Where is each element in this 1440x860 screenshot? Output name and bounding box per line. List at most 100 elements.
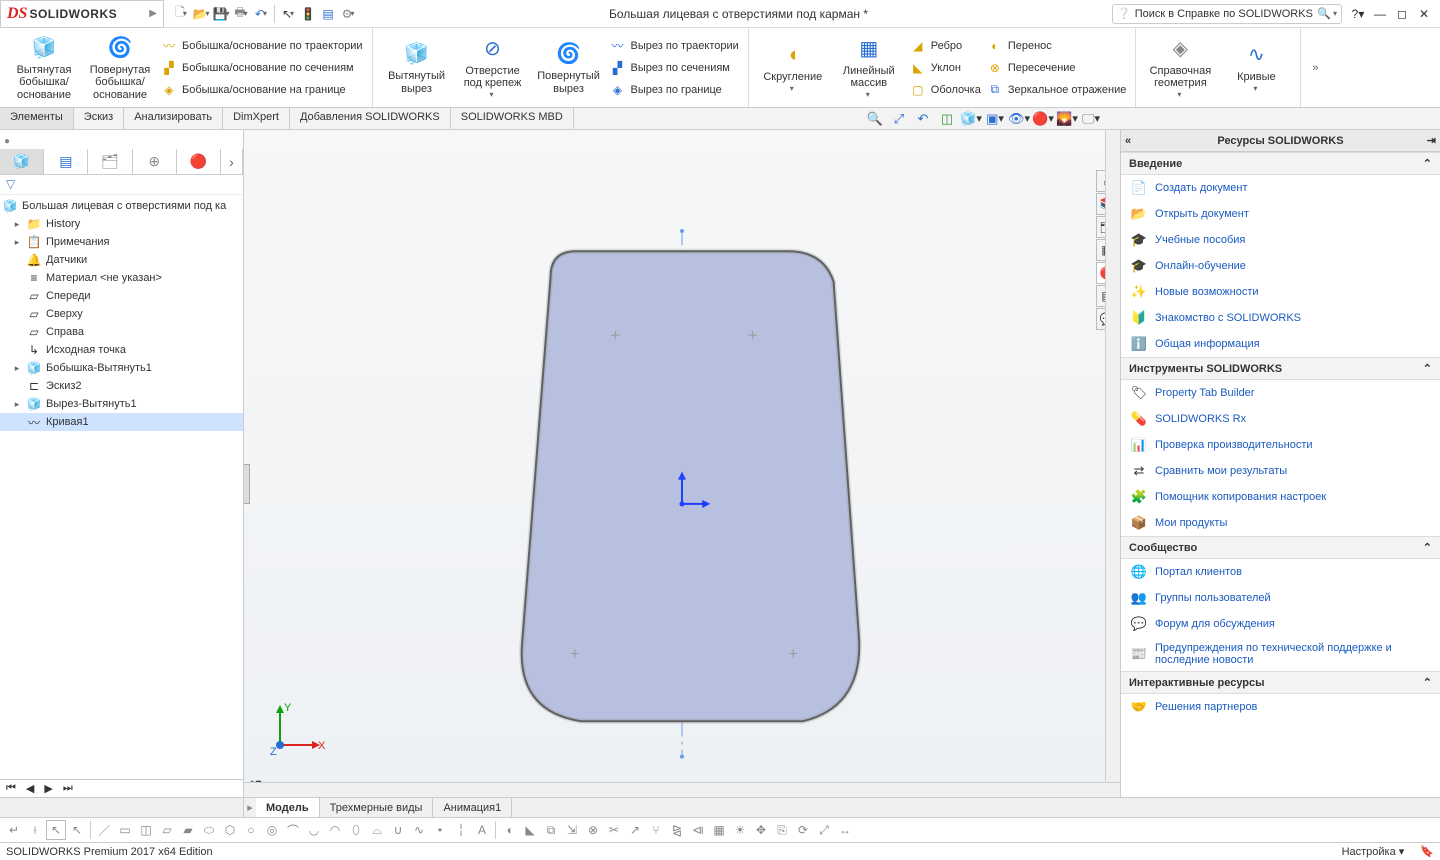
taskpane-item[interactable]: 🔰Знакомство с SOLIDWORKS	[1121, 305, 1440, 331]
taskpane-section-header[interactable]: Интерактивные ресурсы⌃	[1121, 671, 1440, 694]
taskpane-item[interactable]: ✨Новые возможности	[1121, 279, 1440, 305]
sk-dynamic-mirror[interactable]: ⧏	[688, 820, 708, 840]
taskpane-item[interactable]: 💬Форум для обсуждения	[1121, 611, 1440, 637]
extruded-cut-button[interactable]: 🧊Вытянутый вырез	[379, 30, 455, 105]
swept-boss-button[interactable]: 〰Бобышка/основание по траектории	[158, 37, 366, 55]
boundary-boss-button[interactable]: ◈Бобышка/основание на границе	[158, 81, 366, 99]
curves-button[interactable]: ∿Кривые▾	[1218, 30, 1294, 105]
help-dropdown-button[interactable]: ?▾	[1350, 7, 1366, 21]
view-tab-motion[interactable]: Анимация1	[433, 798, 512, 817]
tab-sketch[interactable]: Эскиз	[74, 108, 124, 129]
sk-rotate[interactable]: ⟳	[793, 820, 813, 840]
view-tab-model[interactable]: Модель	[256, 798, 320, 817]
tree-item[interactable]: ▸🧊Вырез-Вытянуть1	[0, 395, 243, 413]
intersect-button[interactable]: ⊗Пересечение	[984, 59, 1130, 77]
tab-mbd[interactable]: SOLIDWORKS MBD	[451, 108, 574, 129]
app-menu-button[interactable]: DS SOLIDWORKS ▶	[0, 0, 164, 28]
sk-3pt-arc[interactable]: ◠	[325, 820, 345, 840]
sk-mirror[interactable]: ⧎	[667, 820, 687, 840]
qat-rebuild-button[interactable]: 🚦	[299, 5, 317, 23]
shell-button[interactable]: ▢Оболочка	[907, 81, 984, 99]
fm-tab-display[interactable]: 🔴	[177, 149, 221, 174]
sk-convert[interactable]: ⇲	[562, 820, 582, 840]
tree-item[interactable]: ⊏Эскиз2	[0, 377, 243, 395]
fm-nav-next[interactable]: ▶	[44, 782, 52, 795]
viewport-scrollbar-h[interactable]	[244, 782, 1120, 797]
hud-appearance-button[interactable]: 🔴▾	[1034, 110, 1052, 128]
boundary-cut-button[interactable]: ◈Вырез по границе	[607, 81, 742, 99]
sk-cursor[interactable]: ↖	[67, 820, 87, 840]
tree-expander-icon[interactable]: ▸	[12, 363, 22, 374]
taskpane-item[interactable]: 📦Мои продукты	[1121, 510, 1440, 536]
sk-scale[interactable]: ⤢	[814, 820, 834, 840]
fm-nav-prev[interactable]: ◀	[26, 782, 34, 795]
fm-tab-more[interactable]: ›	[221, 149, 243, 174]
sk-point[interactable]: •	[430, 820, 450, 840]
qat-print-button[interactable]: 🖶▾	[232, 5, 250, 23]
hud-prev-view-button[interactable]: ↶	[914, 110, 932, 128]
tree-expander-icon[interactable]: ▸	[12, 237, 22, 248]
tab-evaluate[interactable]: Анализировать	[124, 108, 223, 129]
tree-expander-icon[interactable]: ▸	[12, 399, 22, 410]
tab-addins[interactable]: Добавления SOLIDWORKS	[290, 108, 451, 129]
mirror-button[interactable]: ⧉Зеркальное отражение	[984, 81, 1130, 99]
tree-expander-icon[interactable]: ▸	[12, 219, 22, 230]
close-button[interactable]: ✕	[1416, 7, 1432, 21]
sk-3pt-rect[interactable]: ▱	[157, 820, 177, 840]
fm-tab-property[interactable]: ▤	[44, 149, 88, 174]
linear-pattern-button[interactable]: ▦Линейный массив▾	[831, 30, 907, 105]
sk-text[interactable]: A	[472, 820, 492, 840]
fm-nav-last[interactable]: ⏭	[63, 782, 73, 795]
sk-linear-pattern[interactable]: ▦	[709, 820, 729, 840]
taskpane-item[interactable]: 💊SOLIDWORKS Rx	[1121, 406, 1440, 432]
tree-item[interactable]: ≡Материал <не указан>	[0, 269, 243, 287]
hud-view-orient-button[interactable]: 🧊▾	[962, 110, 980, 128]
tree-item[interactable]: ↳Исходная точка	[0, 341, 243, 359]
tree-item[interactable]: ▱Спереди	[0, 287, 243, 305]
taskpane-item[interactable]: 👥Группы пользователей	[1121, 585, 1440, 611]
sk-partial-ellipse[interactable]: ⌓	[367, 820, 387, 840]
help-search-input[interactable]: ❔ Поиск в Справке по SOLIDWORKS 🔍 ▾	[1112, 4, 1342, 24]
tree-item[interactable]: ▸🧊Бобышка-Вытянуть1	[0, 359, 243, 377]
sk-polygon[interactable]: ⬡	[220, 820, 240, 840]
sk-trim[interactable]: ✂	[604, 820, 624, 840]
fm-nav-first[interactable]: ⏮	[6, 782, 16, 795]
tree-item[interactable]: ▱Справа	[0, 323, 243, 341]
sk-select[interactable]: ↖	[46, 820, 66, 840]
qat-save-button[interactable]: 💾▾	[212, 5, 230, 23]
extruded-boss-button[interactable]: 🧊Вытянутая бобышка/основание	[6, 30, 82, 105]
graphics-viewport[interactable]: Y X Z *Спереди ⌂ 📚 🗂 ▦ 🔴 ▤ 💬	[244, 130, 1120, 797]
sk-smart-dim[interactable]: ⟊	[25, 820, 45, 840]
sk-parabola[interactable]: ∪	[388, 820, 408, 840]
sk-ellipse[interactable]: ⬯	[346, 820, 366, 840]
fm-tab-dimxpert[interactable]: ⊕	[133, 149, 177, 174]
hud-scene-button[interactable]: 🌄▾	[1058, 110, 1076, 128]
taskpane-item[interactable]: 🧩Помощник копирования настроек	[1121, 484, 1440, 510]
rib-button[interactable]: ◢Ребро	[907, 37, 984, 55]
view-tab-3dviews[interactable]: Трехмерные виды	[320, 798, 434, 817]
taskpane-section-header[interactable]: Инструменты SOLIDWORKS⌃	[1121, 357, 1440, 380]
sk-split[interactable]: ⑂	[646, 820, 666, 840]
lofted-cut-button[interactable]: ▞Вырез по сечениям	[607, 59, 742, 77]
taskpane-item[interactable]: 🎓Учебные пособия	[1121, 227, 1440, 253]
sk-copy[interactable]: ⎘	[772, 820, 792, 840]
minimize-button[interactable]: —	[1372, 7, 1388, 21]
sk-tangent-arc[interactable]: ◡	[304, 820, 324, 840]
task-pane-pin-button[interactable]: ⇥	[1427, 134, 1436, 147]
fillet-button[interactable]: ◖Скругление▾	[755, 30, 831, 105]
sk-corner-rect[interactable]: ▭	[115, 820, 135, 840]
sk-arc[interactable]: ⌒	[283, 820, 303, 840]
sk-chamfer[interactable]: ◣	[520, 820, 540, 840]
hud-zoom-area-button[interactable]: ⤢	[890, 110, 908, 128]
lofted-boss-button[interactable]: ▞Бобышка/основание по сечениям	[158, 59, 366, 77]
tree-root[interactable]: 🧊 Большая лицевая с отверстиями под ка	[0, 197, 243, 215]
taskpane-item[interactable]: ℹ️Общая информация	[1121, 331, 1440, 357]
qat-options-button[interactable]: ▤	[319, 5, 337, 23]
sk-spline[interactable]: ∿	[409, 820, 429, 840]
status-tag-icon[interactable]: 🔖	[1420, 845, 1434, 858]
taskpane-item[interactable]: ⇄Сравнить мои результаты	[1121, 458, 1440, 484]
ref-geometry-button[interactable]: ◈Справочная геометрия▾	[1142, 30, 1218, 105]
qat-undo-button[interactable]: ↶▾	[252, 5, 270, 23]
taskpane-item[interactable]: 🤝Решения партнеров	[1121, 694, 1440, 720]
sk-extend[interactable]: ↗	[625, 820, 645, 840]
